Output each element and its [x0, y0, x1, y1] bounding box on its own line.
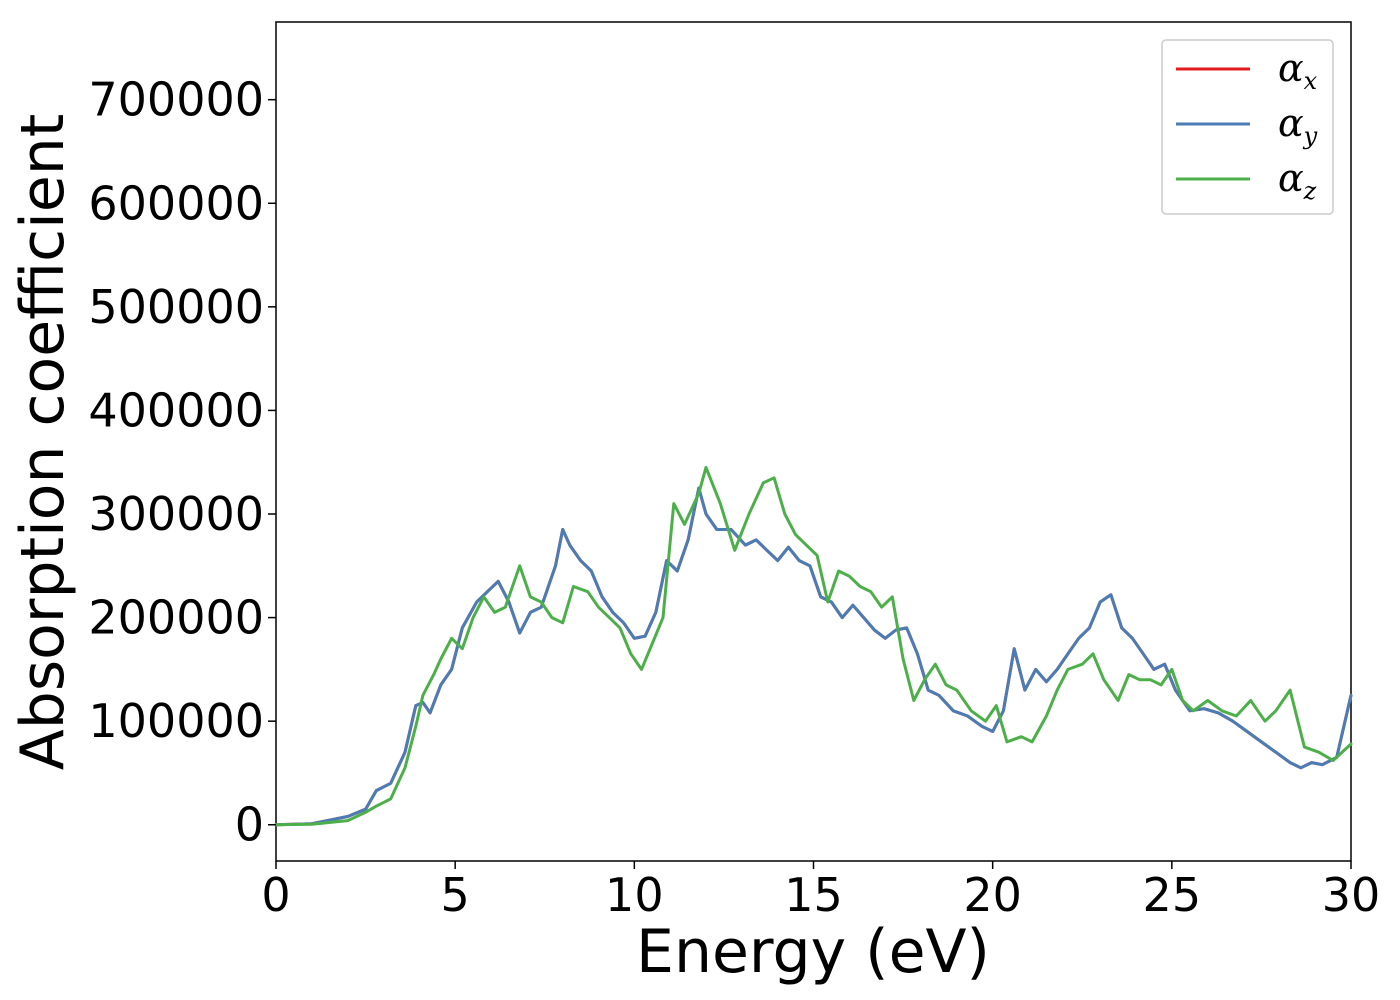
legend-label-x: αx	[1278, 46, 1318, 95]
x-tick-label: 5	[441, 868, 470, 922]
series-line-z	[274, 465, 1353, 827]
y-tick-label: 400000	[88, 383, 264, 437]
y-tick-label: 100000	[88, 694, 264, 748]
x-tick-label: 30	[1322, 868, 1381, 922]
legend-label-z: αz	[1278, 156, 1317, 205]
series-line-y	[274, 486, 1353, 827]
legend: αx αy αz	[1161, 39, 1334, 215]
y-tick-label: 700000	[88, 73, 264, 127]
y-tick-label: 600000	[88, 176, 264, 230]
y-axis-label: Absorption coefficient	[8, 114, 78, 771]
x-tick-label: 20	[963, 868, 1022, 922]
x-tick-label: 10	[605, 868, 664, 922]
x-axis-ticks: 0 5 10 15 20 25 30	[261, 861, 1380, 922]
y-tick-label: 300000	[88, 487, 264, 541]
x-tick-label: 0	[261, 868, 290, 922]
y-tick-label: 200000	[88, 591, 264, 645]
y-axis-ticks: 0 100000 200000 300000 400000 500000 600000 700…	[88, 73, 276, 852]
series-group	[274, 465, 1353, 827]
y-tick-label: 500000	[88, 280, 264, 334]
x-tick-label: 25	[1143, 868, 1202, 922]
y-tick-label: 0	[235, 798, 264, 852]
x-tick-label: 15	[784, 868, 843, 922]
legend-label-y: αy	[1278, 101, 1318, 150]
legend-box	[1161, 39, 1334, 215]
x-axis-label: Energy (eV)	[636, 917, 990, 987]
